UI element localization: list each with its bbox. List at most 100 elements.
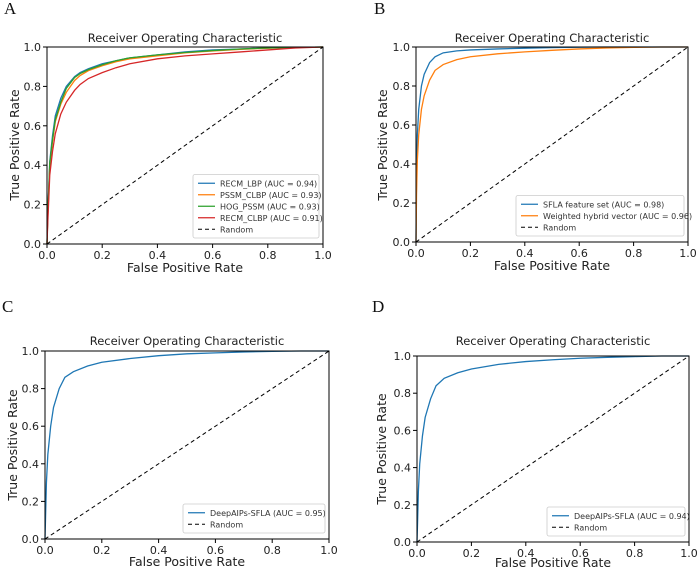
legend-entry-label: DeepAIPs-SFLA (AUC = 0.94) (574, 512, 690, 521)
x-tick-label: 1.0 (680, 547, 698, 560)
x-tick-label: 0.8 (626, 547, 644, 560)
legend-entry-label: HOG_PSSM (AUC = 0.93) (220, 202, 320, 211)
y-tick-label: 0.6 (24, 120, 42, 133)
x-axis-label: False Positive Rate (127, 260, 243, 275)
y-tick-label: 0.8 (393, 80, 411, 93)
legend-entry-label: RECM_LBP (AUC = 0.94) (220, 179, 317, 188)
legend-box (515, 195, 685, 237)
x-tick-label: 0.4 (149, 249, 167, 262)
panel-label: B (374, 0, 385, 18)
axes-frame (46, 46, 324, 245)
legend-entry-label: Random (220, 225, 253, 234)
y-tick-label: 0.2 (394, 499, 412, 512)
panel-label: C (2, 297, 13, 316)
y-tick-label: 0.4 (394, 462, 412, 475)
y-tick-label: 1.0 (22, 345, 40, 358)
legend-entry-label: RECM_CLBP (AUC = 0.91) (220, 214, 323, 223)
chart-title: Receiver Operating Characteristic (90, 334, 285, 348)
x-tick-label: 0.4 (150, 544, 168, 557)
legend-entry-label: DeepAIPs-SFLA (AUC = 0.95) (210, 509, 326, 518)
roc-series-line (46, 46, 324, 245)
y-axis-label: True Positive Rate (7, 89, 22, 202)
panel-label: D (372, 297, 384, 316)
x-tick-label: 0.6 (571, 547, 589, 560)
y-tick-label: 0.4 (393, 158, 411, 171)
panel-a: A Receiver Operating Characteristic Fals… (4, 0, 332, 275)
legend-box (182, 503, 326, 534)
panel-label: A (4, 0, 17, 18)
y-tick-label: 0.0 (24, 238, 42, 251)
legend-entry-label: SFLA feature set (AUC = 0.98) (543, 200, 664, 209)
x-tick-label: 0.4 (517, 547, 535, 560)
x-tick-label: 0.2 (93, 544, 111, 557)
x-tick-label: 0.8 (259, 249, 277, 262)
y-tick-label: 0.8 (394, 387, 412, 400)
y-axis-label: True Positive Rate (375, 89, 390, 202)
panel-c: C Receiver Operating Characteristic Fals… (2, 297, 338, 569)
y-tick-label: 0.4 (22, 458, 40, 471)
y-tick-label: 0.2 (393, 197, 411, 210)
plot-area (46, 46, 324, 245)
y-tick-label: 0.8 (24, 80, 42, 93)
legend: DeepAIPs-SFLA (AUC = 0.94) Random (546, 506, 690, 537)
axes-frame (416, 355, 690, 543)
x-tick-label: 0.0 (36, 544, 54, 557)
legend: SFLA feature set (AUC = 0.98) Weighted hy… (515, 195, 692, 237)
legend-entry-label: PSSM_CLBP (AUC = 0.93) (220, 191, 322, 200)
x-axis-label: False Positive Rate (494, 258, 610, 273)
plot-area (416, 355, 690, 543)
plot-area (44, 350, 330, 540)
y-tick-label: 0.6 (393, 119, 411, 132)
y-tick-label: 1.0 (394, 350, 412, 363)
roc-series-line (44, 350, 329, 540)
x-tick-label: 0.2 (463, 547, 481, 560)
legend: RECM_LBP (AUC = 0.94) PSSM_CLBP (AUC = 0.… (192, 174, 323, 239)
x-tick-label: 0.2 (93, 249, 111, 262)
y-axis-label: True Positive Rate (374, 393, 389, 506)
x-tick-label: 0.0 (408, 547, 426, 560)
chart-title: Receiver Operating Characteristic (456, 334, 651, 348)
x-tick-label: 0.0 (407, 247, 425, 260)
random-baseline-line (46, 46, 324, 245)
x-tick-label: 1.0 (320, 544, 338, 557)
legend-box (192, 174, 320, 239)
legend-box (546, 506, 686, 537)
y-tick-label: 0.6 (394, 424, 412, 437)
y-tick-label: 1.0 (393, 41, 411, 54)
panel-b: B Receiver Operating Characteristic Fals… (374, 0, 697, 273)
x-axis-label: False Positive Rate (129, 554, 245, 569)
x-tick-label: 0.2 (462, 247, 480, 260)
y-axis-label: True Positive Rate (5, 389, 20, 502)
y-tick-label: 0.2 (22, 495, 40, 508)
ticks: 0.0 0.2 0.4 0.6 0.8 1.0 0.0 0.2 0.4 0.6 0.8 1.0 (394, 350, 698, 560)
ticks: 0.0 0.2 0.4 0.6 0.8 1.0 0.0 0.2 0.4 0.6 0.8 1.0 (393, 41, 697, 260)
axes-frame (44, 350, 330, 540)
y-tick-label: 0.8 (22, 383, 40, 396)
y-tick-label: 1.0 (24, 41, 42, 54)
x-axis-label: False Positive Rate (495, 555, 611, 570)
x-tick-label: 0.6 (204, 249, 222, 262)
y-tick-label: 0.0 (22, 533, 40, 546)
chart-title: Receiver Operating Characteristic (455, 31, 650, 45)
x-tick-label: 1.0 (679, 247, 697, 260)
roc-series-line (415, 46, 688, 243)
x-tick-label: 0.8 (263, 544, 281, 557)
x-tick-label: 0.4 (516, 247, 534, 260)
legend-entry-label: Weighted hybrid vector (AUC = 0.96) (543, 212, 692, 221)
y-tick-label: 0.4 (24, 159, 42, 172)
random-baseline-line (416, 355, 690, 543)
x-tick-label: 0.6 (207, 544, 225, 557)
random-baseline-line (44, 350, 330, 540)
ticks: 0.0 0.2 0.4 0.6 0.8 1.0 0.0 0.2 0.4 0.6 0.8 1.0 (22, 345, 338, 557)
x-tick-label: 0.8 (625, 247, 643, 260)
y-tick-label: 0.0 (394, 536, 412, 549)
y-tick-label: 0.6 (22, 420, 40, 433)
x-tick-label: 0.6 (570, 247, 588, 260)
y-tick-label: 0.0 (393, 236, 411, 249)
ticks: 0.0 0.2 0.4 0.6 0.8 1.0 0.0 0.2 0.4 0.6 0.8 1.0 (24, 41, 332, 262)
axes-frame (415, 46, 689, 243)
panel-d: D Receiver Operating Characteristic Fals… (372, 297, 698, 570)
legend-entry-label: Random (574, 523, 607, 532)
legend-entry-label: Random (543, 223, 576, 232)
